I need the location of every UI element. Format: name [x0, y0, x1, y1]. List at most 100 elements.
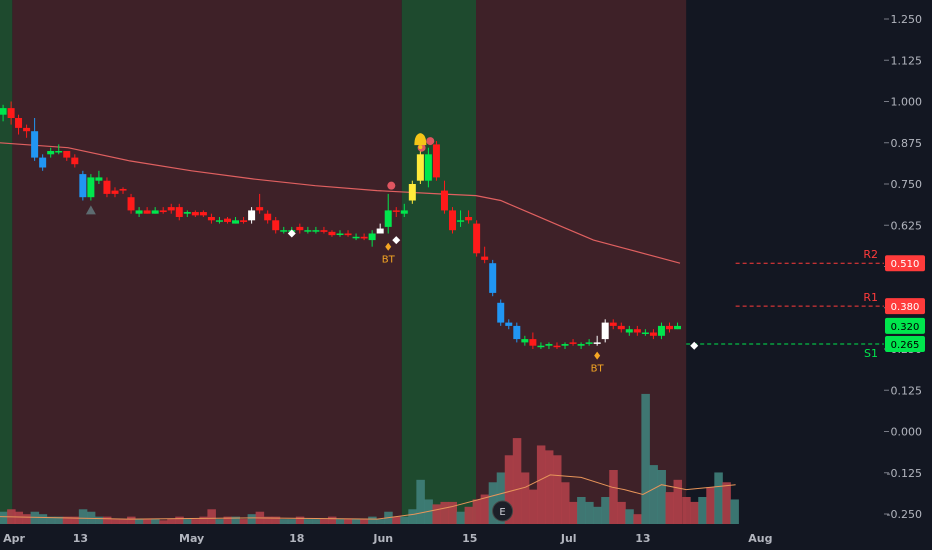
candle-body[interactable] — [360, 236, 368, 239]
earnings-icon[interactable] — [492, 500, 514, 522]
candle-body[interactable] — [15, 118, 23, 128]
candle-body[interactable] — [111, 190, 119, 194]
volume-bar — [432, 504, 441, 524]
candle-body[interactable] — [625, 329, 633, 333]
candle-body[interactable] — [328, 231, 336, 236]
candle-body[interactable] — [416, 154, 424, 181]
candle-body[interactable] — [39, 157, 47, 168]
candle-body[interactable] — [71, 157, 79, 165]
candle-body[interactable] — [657, 325, 665, 336]
candle-body[interactable] — [103, 180, 111, 194]
candle-body[interactable] — [135, 210, 143, 214]
candle-body[interactable] — [665, 325, 673, 330]
candle-body[interactable] — [264, 213, 272, 221]
candle-body[interactable] — [55, 151, 63, 153]
candle-body[interactable] — [376, 228, 384, 234]
candle-body[interactable] — [31, 131, 39, 158]
candle-body[interactable] — [521, 339, 529, 343]
candle-body[interactable] — [457, 220, 465, 222]
candle-body[interactable] — [7, 108, 15, 118]
candle-body[interactable] — [199, 212, 207, 216]
candle-body[interactable] — [633, 329, 641, 333]
candle-body[interactable] — [232, 220, 240, 224]
price-badge — [885, 255, 925, 272]
candle-body[interactable] — [392, 210, 400, 212]
candle-body[interactable] — [505, 322, 513, 326]
time-tick-label: Apr — [3, 532, 25, 545]
candle-body[interactable] — [553, 345, 561, 348]
volume-bar — [464, 506, 474, 524]
candle-body[interactable] — [344, 233, 352, 236]
candle-body[interactable] — [183, 212, 191, 214]
candle-body[interactable] — [513, 325, 521, 340]
candle-body[interactable] — [352, 236, 360, 239]
time-tick-label: Jul — [560, 532, 577, 545]
volume-bar — [536, 445, 546, 524]
candle-body[interactable] — [127, 197, 135, 211]
candle-body[interactable] — [569, 342, 577, 344]
volume-bar — [167, 519, 176, 524]
candle-body[interactable] — [296, 226, 304, 231]
candle-body[interactable] — [280, 230, 288, 232]
candle-body[interactable] — [601, 322, 609, 340]
volume-bar — [512, 438, 522, 524]
candle-body[interactable] — [304, 230, 312, 232]
candle-body[interactable] — [336, 233, 344, 236]
candle-body[interactable] — [585, 342, 593, 344]
candle-body[interactable] — [143, 210, 151, 214]
candle-body[interactable] — [432, 144, 440, 178]
candle-body[interactable] — [545, 344, 553, 346]
candle-body[interactable] — [617, 325, 625, 330]
candle-body[interactable] — [408, 184, 416, 201]
candle-body[interactable] — [0, 108, 7, 115]
candle-body[interactable] — [63, 151, 71, 158]
candle-body[interactable] — [649, 332, 657, 336]
candle-body[interactable] — [240, 220, 248, 222]
session-region — [401, 0, 476, 524]
candle-body[interactable] — [119, 188, 127, 191]
candle-body[interactable] — [248, 210, 256, 221]
candle-body[interactable] — [272, 220, 280, 231]
candle-body[interactable] — [223, 218, 231, 222]
candle-body[interactable] — [368, 233, 376, 241]
volume-bar — [585, 501, 594, 524]
candle-body[interactable] — [424, 154, 432, 181]
moving-average-line — [0, 142, 681, 264]
candle-body[interactable] — [593, 342, 601, 344]
candle-body[interactable] — [312, 230, 320, 232]
candle-body[interactable] — [79, 174, 87, 198]
candle-body[interactable] — [465, 217, 473, 221]
candle-body[interactable] — [497, 302, 505, 323]
candle-body[interactable] — [207, 217, 215, 221]
candle-body[interactable] — [641, 332, 649, 335]
candle-body[interactable] — [256, 207, 264, 211]
candle-body[interactable] — [449, 210, 457, 231]
candle-body[interactable] — [473, 223, 481, 254]
volume-bar — [239, 519, 249, 524]
candle-body[interactable] — [384, 210, 392, 227]
candle-body[interactable] — [215, 220, 223, 222]
candle-body[interactable] — [577, 344, 585, 346]
candle-body[interactable] — [191, 212, 199, 216]
volume-bar — [46, 516, 56, 524]
candle-body[interactable] — [151, 210, 159, 214]
candle-body[interactable] — [674, 325, 682, 330]
candle-body[interactable] — [87, 177, 95, 198]
candle-body[interactable] — [175, 207, 183, 217]
candle-body[interactable] — [95, 177, 103, 181]
candle-body[interactable] — [609, 322, 617, 326]
candle-body[interactable] — [47, 151, 55, 155]
candle-body[interactable] — [23, 127, 31, 132]
candle-body[interactable] — [537, 345, 545, 348]
candle-body[interactable] — [489, 263, 497, 293]
candle-body[interactable] — [561, 344, 569, 346]
candle-body[interactable] — [481, 256, 489, 260]
candle-body[interactable] — [440, 190, 448, 211]
candle-body[interactable] — [529, 339, 537, 346]
candle-body[interactable] — [159, 210, 167, 213]
candle-body[interactable] — [320, 230, 328, 232]
candle-body[interactable] — [400, 210, 408, 214]
candle-body[interactable] — [167, 207, 175, 211]
volume-pane — [0, 393, 739, 524]
